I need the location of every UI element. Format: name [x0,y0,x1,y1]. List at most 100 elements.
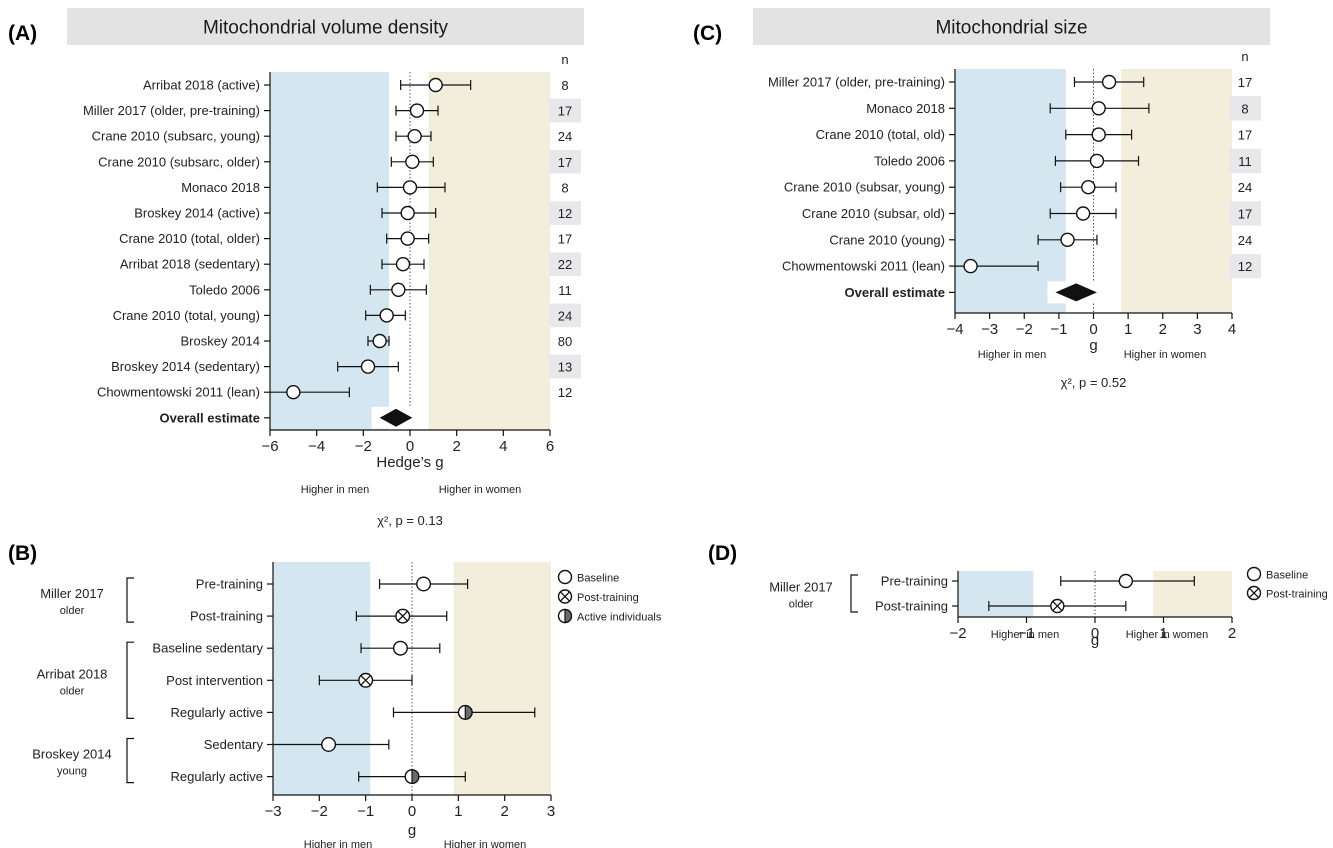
x-tick-label: −6 [261,438,278,455]
group-bracket [850,574,858,613]
row-label: Pre-training [196,577,263,592]
n-shade [549,252,581,276]
women-band [453,562,551,795]
group-sub: older [789,599,814,611]
women-label: Higher in women [439,484,522,496]
x-tick-label: 4 [499,438,507,455]
row-label: Regularly active [171,769,264,784]
n-header: n [1241,49,1248,64]
cross-mark [397,610,408,622]
n-header: n [561,52,568,67]
n-shade [1229,201,1261,226]
n-shade [549,201,581,225]
n-shade [549,150,581,174]
point-marker [395,257,411,272]
row-label: Chowmentowski 2011 (lean) [782,259,945,274]
row-label: Miller 2017 (older, pre-training) [768,75,945,90]
panel-A: (A) Mitochondrial volume density−6 −4 −2 0 2 4… [8,8,584,528]
x-axis-label: Hedge’s g [376,454,443,471]
row-label: Crane 2010 (total, older) [119,231,260,246]
half-fill [464,704,473,720]
group-sub: older [60,685,85,697]
group-name: Broskey 2014 [32,747,112,762]
row-label: Crane 2010 (subsarc, older) [98,154,260,169]
legend-marker [1246,566,1262,582]
point-marker [379,308,394,323]
x-tick-label: −1 [1018,625,1035,642]
x-tick-label: 1 [1124,321,1132,338]
row-label: Miller 2017 (older, pre-training) [83,103,260,118]
legend-label: Active individuals [577,612,662,624]
row-label: Sedentary [204,737,264,752]
n-value: 17 [1238,128,1252,143]
chart-title: Mitochondrial size [935,18,1087,39]
women-label: Higher in women [1124,349,1207,361]
x-tick-label: −4 [308,438,325,455]
x-tick-label: 3 [1193,321,1201,338]
x-tick-label: −2 [1016,321,1033,338]
row-label: Pre-training [881,574,948,589]
point-marker [1101,74,1117,90]
chart-title: Mitochondrial volume density [203,18,449,39]
point-marker [286,385,301,400]
point-marker [392,640,408,656]
panel-label: (D) [708,542,737,565]
row-label: Monaco 2018 [866,101,945,116]
group-bracket [126,737,134,784]
stat-label: χ², p = 0.52 [1061,375,1127,390]
point-marker [1089,153,1105,169]
legend-label: Baseline [1266,570,1308,582]
panel-B: (B) −3 −2 −1 0 1 2 3 g Higher in men Higher in wom… [8,542,662,848]
n-shade [549,354,581,379]
point-marker [416,576,432,592]
men-label: Higher in men [301,484,369,496]
n-value: 17 [558,232,572,247]
point-marker [391,282,406,297]
stat-label: χ², p = 0.13 [377,513,443,528]
x-tick-label: 0 [1091,625,1099,642]
half-fill [411,769,420,785]
x-tick-label: 2 [452,438,460,455]
men-band [958,571,1034,617]
cross-mark [360,675,371,686]
row-label: Crane 2010 (subsar, old) [802,206,945,221]
n-value: 11 [1238,154,1252,169]
row-label: Post-training [190,609,263,624]
men-label: Higher in men [304,839,372,848]
point-marker [321,737,337,753]
row-label: Baseline sedentary [152,641,263,656]
legend-marker [557,569,573,585]
men-band [955,69,1066,313]
point-marker [1091,101,1106,116]
row-label: Broskey 2014 (sedentary) [111,359,260,374]
cross-mark [1052,600,1063,612]
x-axis-label: g [408,822,416,839]
x-tick-label: −2 [355,438,372,455]
point-marker [963,258,978,274]
x-tick-label: −2 [949,625,966,642]
women-label: Higher in women [1126,629,1209,641]
row-label: Arribat 2018 (active) [143,78,260,93]
men-label: Higher in men [991,629,1059,641]
point-marker [360,359,376,374]
group-name: Miller 2017 [40,586,104,601]
title-bar [753,8,1270,45]
x-tick-label: −1 [357,803,374,820]
point-marker [407,128,422,144]
point-marker [1075,206,1091,221]
men-label: Higher in men [978,349,1046,361]
row-label: Monaco 2018 [181,180,260,195]
x-tick-label: 4 [1228,321,1236,338]
n-value: 12 [1238,259,1252,274]
legend-label: Post-training [1266,589,1328,601]
n-value: 24 [1238,180,1252,195]
legend-label: Baseline [577,573,619,585]
point-marker [405,154,420,170]
n-value: 8 [561,78,568,93]
n-shade [549,303,581,328]
n-value: 22 [558,257,572,272]
overall-diamond [1055,283,1097,302]
group-name: Miller 2017 [769,580,833,595]
panel-D: (D) −2 −1 0 1 2 g Higher in men Higher in women P… [708,542,1328,649]
n-value: 24 [1238,233,1252,248]
